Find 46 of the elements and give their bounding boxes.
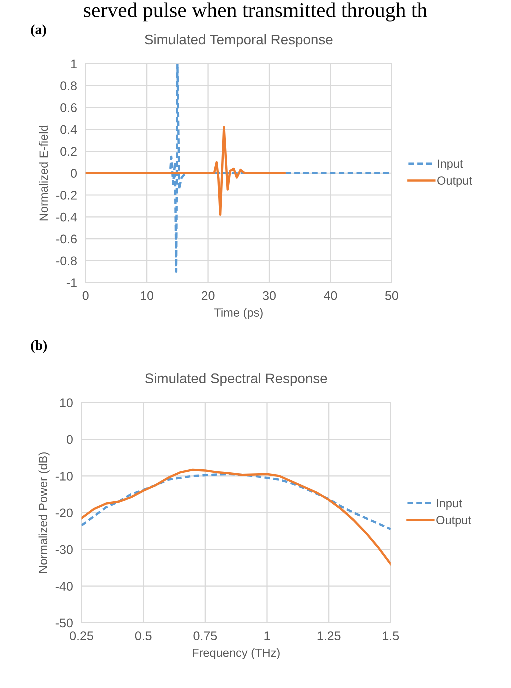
y-tick-label: -30: [56, 545, 73, 554]
y-tick-label: 0.6: [60, 104, 77, 112]
x-tick-label: 0: [82, 291, 89, 300]
x-axis-title: Frequency (THz): [193, 648, 280, 660]
x-axis-title: Time (ps): [214, 308, 263, 320]
x-tick-label: 30: [263, 291, 276, 300]
text: served pulse when transmitted through th: [84, 2, 428, 22]
x-tick-label: 40: [324, 291, 338, 300]
y-tick-label: -0.8: [56, 256, 77, 266]
x-tick-label: 0.5: [135, 632, 152, 640]
x-tick-label: 1: [264, 632, 270, 640]
legend-label: Output: [438, 176, 472, 188]
x-tick-label: 50: [385, 291, 398, 300]
text: (a): [31, 24, 46, 38]
x-tick-label: 10: [141, 291, 154, 300]
y-tick-label: -1: [66, 278, 77, 288]
y-tick-label: -0.4: [56, 212, 78, 222]
chart-title: Simulated Spectral Response: [145, 373, 328, 386]
y-tick-label: 0.4: [60, 125, 78, 134]
x-tick-label: 20: [202, 291, 215, 300]
y-tick-label: 0: [71, 169, 78, 178]
y-tick-label: 0.8: [60, 82, 77, 91]
y-tick-label: -0.2: [56, 191, 77, 200]
y-tick-label: -50: [56, 618, 73, 628]
x-tick-label: 0.75: [194, 632, 218, 640]
y-tick-label: 1: [72, 60, 77, 69]
chart-title: Simulated Temporal Response: [145, 34, 333, 48]
y-tick-label: -20: [56, 508, 73, 518]
legend-label: Input: [438, 160, 464, 170]
y-tick-label: -0.6: [56, 234, 77, 244]
y-tick-label: 0: [66, 435, 73, 444]
y-axis-title: Normalized Power (dB): [38, 452, 50, 573]
y-axis-title: Normalized E-field: [39, 126, 48, 221]
x-tick-label: 1.5: [383, 632, 400, 640]
legend-label: Output: [436, 516, 472, 527]
text: (b): [31, 340, 48, 354]
x-tick-label: 0.25: [70, 632, 94, 640]
y-tick-label: -10: [56, 472, 73, 481]
line-series: [82, 468, 391, 566]
y-tick-label: 0.2: [60, 147, 77, 156]
x-tick-label: 1.25: [318, 632, 341, 640]
line-series: [86, 126, 286, 216]
y-tick-label: 10: [60, 398, 73, 408]
y-tick-label: -40: [56, 582, 73, 591]
legend-label: Input: [437, 499, 462, 510]
line-series: [82, 473, 391, 531]
